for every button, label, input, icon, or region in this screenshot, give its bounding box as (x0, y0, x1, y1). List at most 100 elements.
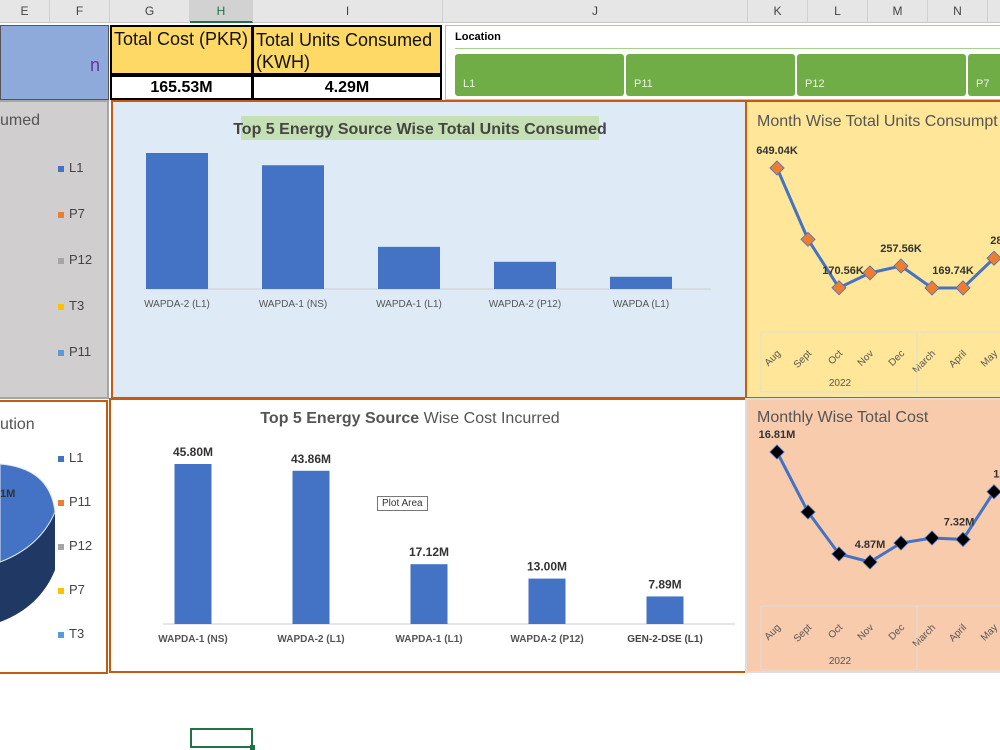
x-tick-label: Sept (792, 622, 814, 644)
x-tick-label: WAPDA-2 (P12) (489, 299, 561, 310)
x-tick-label: May (979, 622, 1000, 643)
cost-bar-chart[interactable]: Top 5 Energy Source Wise Cost Incurred WA… (109, 398, 747, 673)
pie-graphic: 1M (0, 463, 56, 622)
slicer-item-p11[interactable]: P11 (626, 54, 795, 96)
bar-0 (174, 464, 212, 624)
pie-slice-side (0, 512, 55, 622)
data-label: 7.32M (944, 516, 975, 528)
selected-cell[interactable] (190, 728, 255, 750)
legend-label: L1 (69, 160, 84, 175)
data-label: 13.00M (527, 560, 567, 574)
axis-box (760, 331, 1000, 393)
marker-dec (893, 535, 909, 551)
legend-item[interactable]: P11 (58, 494, 91, 509)
data-label: 649.04K (756, 145, 798, 157)
column-header-k[interactable]: K (748, 0, 808, 23)
column-header-i[interactable]: I (253, 0, 443, 23)
x-tick-label: WAPDA (L1) (613, 299, 669, 310)
location-slicer[interactable]: Location L1 P11 P12 P7 (445, 25, 1000, 100)
x-tick-label: WAPDA-1 (NS) (259, 299, 328, 310)
total-units-header[interactable]: Total Units Consumed (KWH) (252, 25, 442, 75)
marker-sept (800, 231, 816, 248)
monthly-units-line-chart[interactable]: Month Wise Total Units Consumpt 649.04K Au… (745, 100, 1000, 399)
x-tick-label: Dec (887, 348, 907, 368)
bar-4 (610, 276, 672, 289)
total-units-value[interactable]: 4.29M (252, 75, 442, 100)
column-header-f[interactable]: F (50, 0, 110, 23)
monthly-cost-line-chart[interactable]: Monthly Wise Total Cost 16.81M Aug Sept Oct 4… (745, 398, 1000, 673)
legend-item[interactable]: P11 (58, 344, 91, 359)
legend-item[interactable]: P12 (58, 538, 92, 553)
column-header-l[interactable]: L (808, 0, 868, 23)
column-header-n[interactable]: N (928, 0, 988, 23)
marker-oct (831, 546, 847, 562)
plot-area-tooltip: Plot Area (377, 496, 428, 511)
x-group-label: 2022 (829, 378, 852, 389)
legend-swatch (58, 165, 64, 172)
x-tick-label: WAPDA-2 (L1) (144, 299, 210, 310)
x-tick-label: March (911, 348, 938, 375)
marker-may (986, 484, 1000, 500)
column-header-e[interactable]: E (0, 0, 50, 23)
data-label: 257.56K (880, 243, 922, 255)
legend-swatch (58, 211, 64, 218)
column-header-g[interactable]: G (110, 0, 190, 23)
marker-dec (893, 258, 909, 274)
legend-item[interactable]: L1 (58, 450, 83, 465)
x-tick-label: Aug (763, 348, 783, 368)
legend-item[interactable]: P7 (58, 206, 85, 221)
legend-item[interactable]: T3 (58, 298, 84, 313)
legend-swatch (58, 543, 64, 550)
data-label: 7.89M (648, 577, 681, 591)
data-label: 12.5 (993, 469, 1000, 481)
chart-title-bg (241, 116, 599, 140)
chart-title: Top 5 Energy Source Wise Total Units Con… (233, 121, 607, 138)
chart-title: Month Wise Total Units Consumpt (757, 113, 998, 130)
legend-label: P11 (69, 494, 92, 509)
data-label: 4.87M (855, 539, 886, 551)
x-tick-label: April (947, 622, 969, 644)
total-cost-value[interactable]: 165.53M (110, 75, 253, 100)
slicer-item-p12[interactable]: P12 (797, 54, 966, 96)
marker-april (955, 280, 971, 296)
axis-box (760, 605, 1000, 671)
x-tick-label: Dec (887, 622, 907, 642)
marker-nov (862, 265, 878, 281)
legend-item[interactable]: L1 (58, 160, 83, 175)
x-tick-label: WAPDA-2 (L1) (277, 634, 344, 645)
legend-label: P11 (69, 344, 92, 359)
x-tick-label: Nov (856, 622, 876, 642)
column-header-m[interactable]: M (868, 0, 928, 23)
bar-1 (262, 165, 324, 289)
data-label: 170.56K (822, 265, 864, 277)
bar-2 (378, 246, 440, 289)
x-tick-label: May (979, 348, 1000, 369)
legend-item[interactable]: P7 (58, 582, 85, 597)
column-header-j[interactable]: J (443, 0, 748, 23)
marker-aug (769, 160, 785, 176)
slicer-item-l1[interactable]: L1 (455, 54, 624, 96)
marker-oct (831, 280, 847, 296)
x-tick-label: GEN-2-DSE (L1) (627, 634, 703, 645)
total-cost-header[interactable]: Total Cost (PKR) (110, 25, 253, 75)
legend-swatch (58, 349, 64, 356)
x-tick-label: March (911, 622, 938, 649)
location-cost-pie-chart[interactable]: ution 1M L1 P11 P12 P7 T3 (0, 400, 108, 674)
legend-item[interactable]: P12 (58, 252, 92, 267)
chart-title: Top 5 Energy Source Wise Cost Incurred (260, 410, 559, 427)
units-bar-chart[interactable]: Top 5 Energy Source Wise Total Units Con… (111, 100, 747, 399)
legend-label: P12 (69, 538, 93, 553)
legend-label: T3 (69, 298, 85, 313)
location-units-chart[interactable]: umed L1 P7 P12 T3 P11 (0, 100, 109, 399)
legend-swatch (58, 455, 64, 462)
x-tick-label: WAPDA-1 (NS) (158, 634, 227, 645)
data-label: 169.74K (932, 265, 974, 277)
legend-item[interactable]: T3 (58, 626, 84, 641)
x-tick-label: Oct (826, 348, 845, 367)
column-header-h[interactable]: H (190, 0, 253, 23)
slicer-item-p7[interactable]: P7 (968, 54, 1000, 96)
legend-swatch (58, 499, 64, 506)
dashboard-title-cell[interactable]: n Dashboard (0, 25, 109, 153)
x-group-label: 2022 (829, 656, 852, 667)
bar-4 (646, 596, 684, 624)
